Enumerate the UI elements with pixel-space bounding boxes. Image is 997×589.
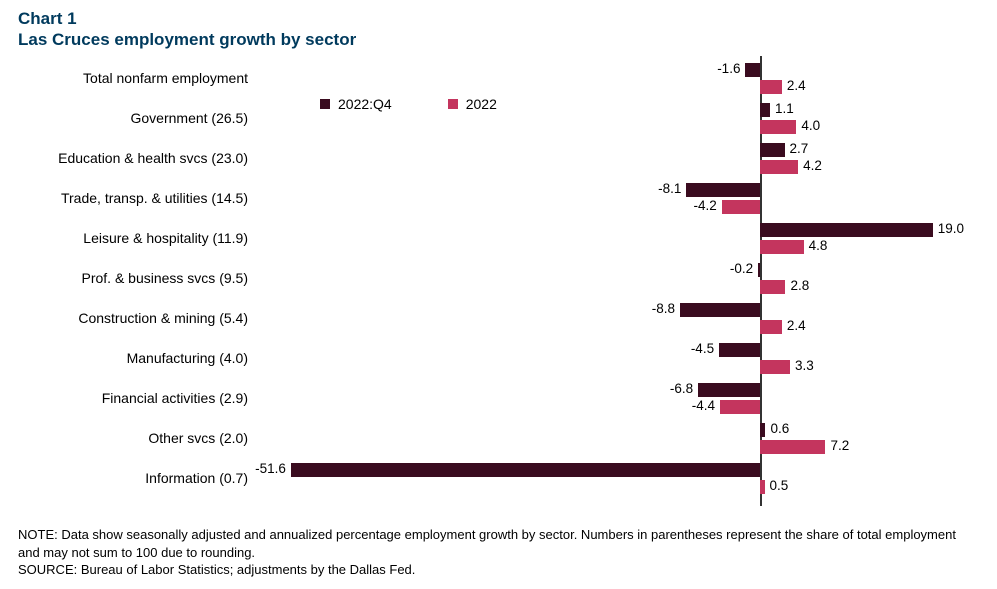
bar-series-0 bbox=[745, 63, 760, 77]
value-label: 0.5 bbox=[770, 478, 789, 493]
bar-series-1 bbox=[722, 200, 760, 214]
chart-note: NOTE: Data show seasonally adjusted and … bbox=[18, 526, 978, 561]
value-label: -4.4 bbox=[692, 398, 715, 413]
category-label: Total nonfarm employment bbox=[0, 70, 248, 86]
bar-series-0 bbox=[686, 183, 760, 197]
bar-series-0 bbox=[680, 303, 760, 317]
value-label: -0.2 bbox=[730, 261, 753, 276]
category-label: Information (0.7) bbox=[0, 470, 248, 486]
bar-series-0 bbox=[698, 383, 760, 397]
value-label: 19.0 bbox=[938, 221, 964, 236]
chart-row: Construction & mining (5.4) -8.8 2.4 bbox=[0, 298, 997, 338]
bar-series-0 bbox=[291, 463, 760, 477]
value-label: -1.6 bbox=[717, 61, 740, 76]
bar-series-1 bbox=[760, 320, 782, 334]
bar-series-0 bbox=[760, 423, 765, 437]
value-label: 2.7 bbox=[790, 141, 809, 156]
value-label: 0.6 bbox=[770, 421, 789, 436]
value-label: -8.8 bbox=[652, 301, 675, 316]
bar-series-0 bbox=[719, 343, 760, 357]
chart-row: Leisure & hospitality (11.9) 19.0 4.8 bbox=[0, 218, 997, 258]
value-label: 1.1 bbox=[775, 101, 794, 116]
bar-series-0 bbox=[760, 103, 770, 117]
chart-row: Government (26.5) 1.1 4.0 bbox=[0, 98, 997, 138]
value-label: 7.2 bbox=[830, 438, 849, 453]
value-label: 2.4 bbox=[787, 318, 806, 333]
legend-swatch-0 bbox=[320, 99, 330, 109]
bar-series-1 bbox=[760, 280, 785, 294]
legend-label-1: 2022 bbox=[466, 96, 497, 112]
legend-swatch-1 bbox=[448, 99, 458, 109]
value-label: 4.8 bbox=[809, 238, 828, 253]
bar-series-1 bbox=[760, 160, 798, 174]
category-label: Government (26.5) bbox=[0, 110, 248, 126]
bar-series-1 bbox=[760, 360, 790, 374]
chart-title-line1: Chart 1 bbox=[18, 8, 997, 29]
chart-source: SOURCE: Bureau of Labor Statistics; adju… bbox=[18, 561, 978, 579]
value-label: -4.2 bbox=[694, 198, 717, 213]
category-label: Manufacturing (4.0) bbox=[0, 350, 248, 366]
bar-series-1 bbox=[760, 440, 825, 454]
category-label: Construction & mining (5.4) bbox=[0, 310, 248, 326]
chart-footer: NOTE: Data show seasonally adjusted and … bbox=[18, 526, 978, 579]
chart-row: Manufacturing (4.0) -4.5 3.3 bbox=[0, 338, 997, 378]
value-label: 2.4 bbox=[787, 78, 806, 93]
value-label: 2.8 bbox=[790, 278, 809, 293]
chart-row: Information (0.7) -51.6 0.5 bbox=[0, 458, 997, 498]
chart-legend: 2022:Q4 2022 bbox=[320, 96, 497, 112]
chart-row: Total nonfarm employment -1.6 2.4 bbox=[0, 58, 997, 98]
chart-title: Chart 1 Las Cruces employment growth by … bbox=[0, 0, 997, 51]
value-label: -51.6 bbox=[255, 461, 286, 476]
bar-series-1 bbox=[760, 480, 765, 494]
value-label: -8.1 bbox=[658, 181, 681, 196]
value-label: -6.8 bbox=[670, 381, 693, 396]
bar-series-0 bbox=[760, 143, 785, 157]
value-label: 4.0 bbox=[801, 118, 820, 133]
chart-row: Other svcs (2.0) 0.6 7.2 bbox=[0, 418, 997, 458]
value-label: 3.3 bbox=[795, 358, 814, 373]
chart-title-line2: Las Cruces employment growth by sector bbox=[18, 29, 997, 50]
chart-row: Education & health svcs (23.0) 2.7 4.2 bbox=[0, 138, 997, 178]
chart-row: Trade, transp. & utilities (14.5) -8.1 -4.… bbox=[0, 178, 997, 218]
chart-row: Prof. & business svcs (9.5) -0.2 2.8 bbox=[0, 258, 997, 298]
bar-series-1 bbox=[760, 80, 782, 94]
category-label: Education & health svcs (23.0) bbox=[0, 150, 248, 166]
category-label: Trade, transp. & utilities (14.5) bbox=[0, 190, 248, 206]
bar-series-1 bbox=[760, 240, 804, 254]
legend-label-0: 2022:Q4 bbox=[338, 96, 392, 112]
value-label: -4.5 bbox=[691, 341, 714, 356]
category-label: Other svcs (2.0) bbox=[0, 430, 248, 446]
category-label: Leisure & hospitality (11.9) bbox=[0, 230, 248, 246]
bar-series-0 bbox=[760, 223, 933, 237]
bar-series-1 bbox=[720, 400, 760, 414]
category-label: Financial activities (2.9) bbox=[0, 390, 248, 406]
chart-row: Financial activities (2.9) -6.8 -4.4 bbox=[0, 378, 997, 418]
category-label: Prof. & business svcs (9.5) bbox=[0, 270, 248, 286]
bar-series-0 bbox=[758, 263, 760, 277]
chart-plot-area: Total nonfarm employment -1.6 2.4 Governmen… bbox=[0, 54, 997, 524]
value-label: 4.2 bbox=[803, 158, 822, 173]
bar-series-1 bbox=[760, 120, 796, 134]
